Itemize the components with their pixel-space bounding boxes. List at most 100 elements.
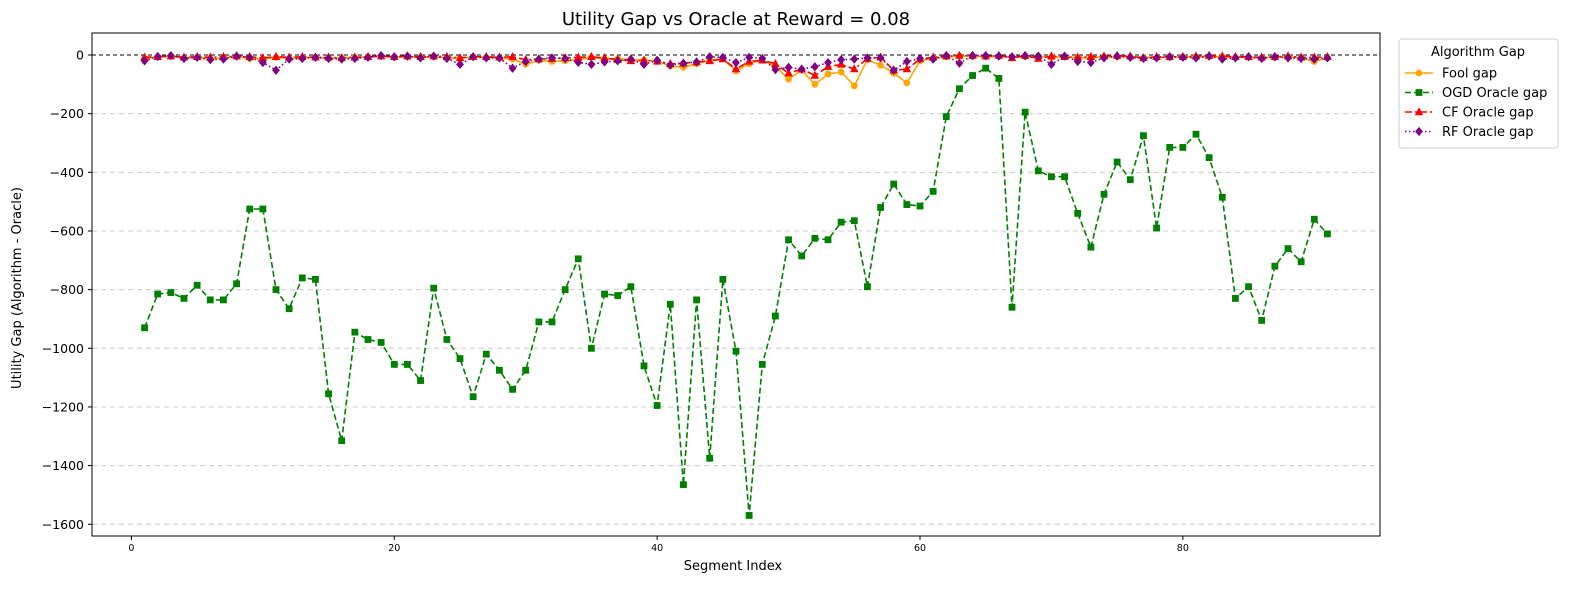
data-point xyxy=(929,187,937,195)
legend-label: OGD Oracle gap xyxy=(1442,86,1547,101)
data-point xyxy=(1231,53,1240,63)
legend-item: RF Oracle gap xyxy=(1405,125,1534,140)
data-point xyxy=(193,281,201,289)
data-point xyxy=(1323,53,1332,63)
data-point xyxy=(285,54,294,64)
data-point xyxy=(325,390,332,398)
data-point xyxy=(889,65,898,75)
legend-item: CF Oracle gap xyxy=(1405,106,1534,121)
legend-items: Fool gap OGD Oracle gap CF Oracle gap RF Or… xyxy=(1405,67,1547,140)
data-point xyxy=(1270,52,1279,62)
data-point xyxy=(692,57,701,67)
data-point xyxy=(364,52,372,62)
data-point xyxy=(1244,52,1253,62)
data-point xyxy=(1232,295,1239,302)
data-point xyxy=(785,75,792,83)
legend-marker xyxy=(1415,126,1423,137)
data-point xyxy=(1297,258,1305,266)
legend: Algorithm Gap Fool gap OGD Oracle gap CF O… xyxy=(1398,38,1559,149)
series-rf-oracle-gap xyxy=(140,50,1332,75)
y-tick-label: −1000 xyxy=(42,341,84,356)
y-tick-label: −400 xyxy=(50,165,84,180)
data-point xyxy=(798,252,806,260)
data-point xyxy=(1192,53,1200,63)
data-point xyxy=(732,347,740,355)
data-point xyxy=(784,68,793,77)
data-point xyxy=(1126,52,1135,62)
y-tick-label: −1400 xyxy=(42,458,84,473)
data-point xyxy=(298,53,307,64)
data-point xyxy=(496,366,503,374)
data-point xyxy=(1205,154,1213,162)
data-point xyxy=(614,292,622,299)
data-point xyxy=(1074,209,1082,217)
data-point xyxy=(1113,158,1121,166)
y-tick-label: −600 xyxy=(50,223,84,238)
data-point xyxy=(863,53,872,63)
data-point xyxy=(1297,53,1306,64)
data-point xyxy=(824,58,832,68)
data-point xyxy=(1086,58,1095,68)
data-point xyxy=(811,80,819,88)
data-point xyxy=(1257,53,1266,64)
data-point xyxy=(588,344,595,352)
legend-label: RF Oracle gap xyxy=(1442,125,1534,140)
data-point xyxy=(929,54,938,64)
data-point xyxy=(166,50,175,61)
data-point xyxy=(508,51,517,60)
data-point xyxy=(206,55,215,65)
data-point xyxy=(324,53,333,64)
data-point xyxy=(837,68,845,76)
data-point xyxy=(1139,53,1148,64)
data-point xyxy=(1179,143,1187,151)
data-point xyxy=(561,53,570,64)
y-axis-label: Utility Gap (Algorithm - Oracle) xyxy=(10,187,25,389)
data-point xyxy=(837,55,846,65)
data-point xyxy=(377,339,385,346)
data-point xyxy=(850,217,858,225)
data-point xyxy=(377,50,386,61)
data-point xyxy=(600,57,609,67)
data-point xyxy=(1271,262,1279,270)
data-point xyxy=(337,54,346,64)
data-point xyxy=(797,64,806,74)
data-point xyxy=(404,361,411,368)
data-point xyxy=(508,63,517,73)
data-point xyxy=(850,64,859,73)
data-point xyxy=(285,305,293,313)
legend-label: Fool gap xyxy=(1442,67,1497,82)
data-point xyxy=(140,56,149,66)
legend-marker xyxy=(1415,69,1423,77)
data-point xyxy=(745,512,753,519)
data-point xyxy=(403,51,412,61)
data-point xyxy=(219,54,228,64)
data-point xyxy=(1245,283,1252,291)
data-point xyxy=(141,324,148,332)
data-point xyxy=(758,53,767,64)
data-point xyxy=(1178,52,1187,62)
y-tick-label: 0 xyxy=(76,47,84,62)
data-point xyxy=(206,296,214,304)
data-point xyxy=(1100,190,1108,198)
x-tick-label: 0 xyxy=(128,543,134,554)
data-point xyxy=(258,58,267,68)
data-point xyxy=(272,286,280,294)
data-point xyxy=(955,50,964,59)
grid xyxy=(92,113,1380,525)
data-point xyxy=(232,51,241,61)
data-point xyxy=(1310,54,1319,64)
data-point xyxy=(942,50,951,61)
data-point xyxy=(1034,51,1043,61)
data-point xyxy=(864,283,871,291)
data-point xyxy=(167,289,175,296)
x-tick-label: 80 xyxy=(1177,543,1189,554)
data-point xyxy=(981,50,990,61)
data-point xyxy=(311,52,320,62)
y-tick-label: −800 xyxy=(50,282,84,297)
data-point xyxy=(771,65,780,75)
data-point xyxy=(1192,130,1200,138)
data-point xyxy=(877,61,884,69)
data-point xyxy=(245,52,254,62)
data-point xyxy=(548,318,556,326)
